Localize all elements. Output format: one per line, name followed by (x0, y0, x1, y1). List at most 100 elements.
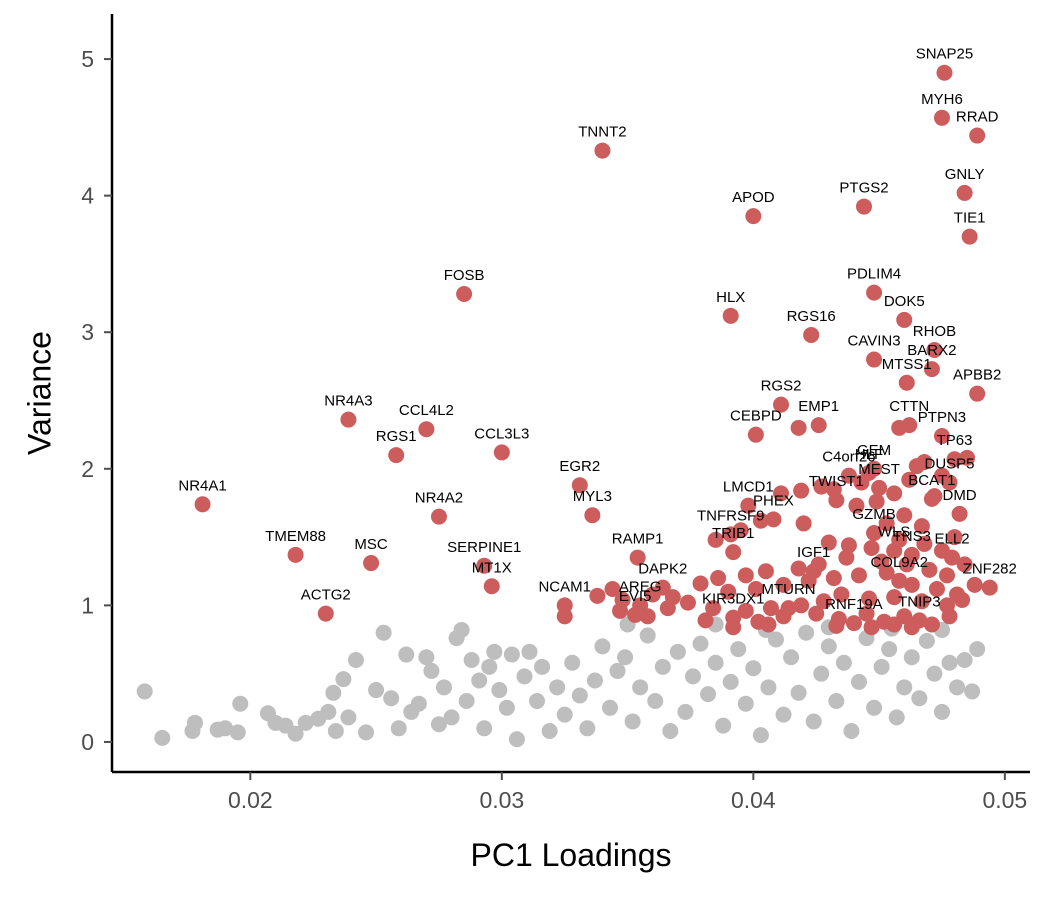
gene-label: TNS3 (893, 528, 931, 545)
highlighted-point (913, 518, 930, 535)
highlighted-point (956, 556, 973, 573)
gene-label: PDLIM4 (847, 266, 901, 283)
background-point (752, 727, 769, 744)
highlighted-point (752, 512, 769, 529)
gene-label: NR4A1 (178, 477, 226, 494)
labeled-point (856, 198, 873, 215)
labeled-point (923, 361, 940, 378)
highlighted-point (908, 458, 925, 475)
background-point (486, 643, 503, 660)
background-point (453, 621, 470, 638)
background-point (186, 714, 203, 731)
background-point (503, 646, 520, 663)
labeled-point (861, 464, 878, 481)
y-tick-label: 4 (81, 183, 94, 209)
background-point (964, 683, 981, 700)
background-point (843, 723, 860, 740)
labeled-point (969, 127, 986, 144)
gene-label: HLF (855, 446, 883, 463)
background-point (390, 720, 407, 737)
labeled-point (584, 507, 601, 524)
background-point (918, 632, 935, 649)
labeled-point (933, 428, 950, 445)
background-point (398, 646, 415, 663)
background-point (707, 654, 724, 671)
labeled-point (936, 64, 953, 81)
background-point (418, 649, 435, 666)
highlighted-point (604, 580, 621, 597)
gene-label: TNNT2 (578, 124, 626, 141)
gene-label: KIR3DX1 (702, 591, 765, 608)
background-point (320, 703, 337, 720)
background-point (850, 673, 867, 690)
background-point (491, 682, 508, 699)
background-point (471, 672, 488, 689)
highlighted-point (720, 583, 737, 600)
background-point (722, 673, 739, 690)
gene-label: RGS1 (376, 428, 417, 445)
background-point (534, 658, 551, 675)
x-tick-label: 0.05 (982, 787, 1027, 813)
highlighted-point (773, 485, 790, 502)
background-point (949, 679, 966, 696)
background-point (700, 686, 717, 703)
gene-label: APOD (732, 189, 775, 206)
highlighted-point (828, 617, 845, 634)
gene-label: MEST (858, 461, 900, 478)
labeled-point (747, 426, 764, 443)
highlighted-point (737, 567, 754, 584)
highlighted-point (612, 602, 629, 619)
background-point (287, 725, 304, 742)
background-point (601, 699, 618, 716)
labeled-point (287, 546, 304, 563)
gene-label: EMP1 (798, 398, 839, 415)
highlighted-point (705, 600, 722, 617)
labeled-point (961, 228, 978, 245)
labeled-point (981, 579, 998, 596)
gene-label: DMD (942, 487, 976, 504)
background-point (609, 662, 626, 679)
labeled-point (493, 444, 510, 461)
labeled-point (740, 497, 757, 514)
background-point (662, 723, 679, 740)
highlighted-point (903, 576, 920, 593)
gene-label: TWIST1 (809, 473, 864, 490)
x-axis-ticks: 0.02 0.03 0.04 0.05 (228, 772, 1027, 813)
gene-label: C4orf26 (822, 449, 875, 466)
highlighted-point (692, 575, 709, 592)
background-point (820, 638, 837, 655)
gene-label: BCAT1 (908, 472, 955, 489)
highlighted-point (838, 549, 855, 566)
highlighted-point (850, 567, 867, 584)
highlighted-point (896, 507, 913, 524)
x-tick-label: 0.03 (479, 787, 524, 813)
labeled-point (456, 285, 473, 302)
gene-label: MSC (354, 536, 388, 553)
background-point (358, 724, 375, 741)
highlighted-point (878, 564, 895, 581)
background-point (745, 660, 762, 677)
highlighted-point (928, 580, 945, 597)
background-point (783, 649, 800, 666)
background-point (571, 687, 588, 704)
labeled-points-layer (194, 64, 998, 632)
gene-label: ELL2 (935, 531, 970, 548)
background-point (556, 706, 573, 723)
background-point (297, 714, 314, 731)
background-point (835, 654, 852, 671)
labeled-point (803, 326, 820, 343)
labeled-point (765, 511, 782, 528)
background-point (624, 713, 641, 730)
background-point (327, 723, 344, 740)
highlighted-point (659, 600, 676, 617)
labeled-point (845, 615, 862, 632)
labeled-point (805, 563, 822, 580)
background-point (969, 641, 986, 658)
gene-label: TIE1 (954, 210, 986, 227)
labeled-point (866, 351, 883, 368)
highlighted-point (840, 537, 857, 554)
labeled-point (725, 544, 742, 561)
background-point (549, 679, 566, 696)
background-point (933, 703, 950, 720)
labeled-point (866, 284, 883, 301)
